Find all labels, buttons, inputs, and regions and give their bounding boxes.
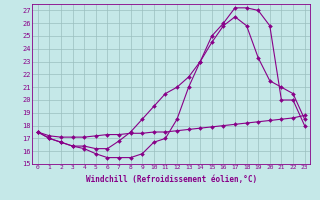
X-axis label: Windchill (Refroidissement éolien,°C): Windchill (Refroidissement éolien,°C): [86, 175, 257, 184]
